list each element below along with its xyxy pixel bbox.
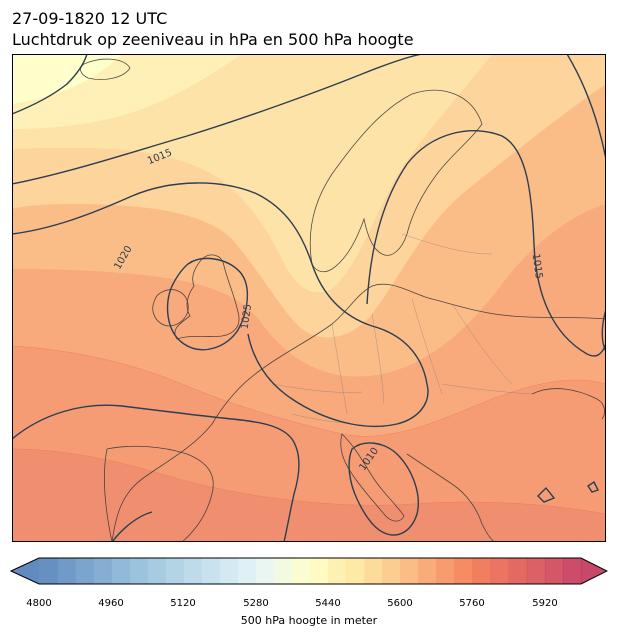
land-outlines <box>80 58 606 542</box>
colorbar-segment <box>436 558 455 584</box>
colorbar-segment <box>39 558 58 584</box>
isobar-small-2 <box>587 480 599 493</box>
colorbar-segment <box>328 558 347 584</box>
great-britain <box>174 254 240 340</box>
isobar-1020 <box>12 182 429 428</box>
height-band-5760 <box>12 54 122 104</box>
height-band-5680 <box>12 54 492 293</box>
colorbar-tick: 4960 <box>98 598 124 609</box>
colorbar-segment <box>219 558 239 584</box>
colorbar <box>10 557 608 585</box>
colorbar-segment <box>93 558 112 584</box>
colorbar-outline <box>10 557 608 585</box>
colorbar-segment <box>472 558 492 584</box>
isobar-label-1015-east: 1015 <box>530 253 544 280</box>
isobars <box>12 54 606 542</box>
colorbar-segment <box>508 558 528 584</box>
colorbar-segment <box>237 558 257 584</box>
isobar-1015-east <box>366 130 606 357</box>
colorbar-segment <box>346 558 365 584</box>
isobar-south-west <box>111 511 153 542</box>
colorbar-segment <box>382 558 401 584</box>
pressure-map: 1015 1020 1025 1015 1010 <box>12 54 606 542</box>
colorbar-segment <box>201 558 221 584</box>
colorbar-tick: 5440 <box>315 598 341 609</box>
colorbar-extend-high <box>581 558 607 584</box>
colorbar-segment <box>129 558 148 584</box>
colorbar-tick: 5120 <box>170 598 196 609</box>
colorbar-segment <box>147 558 166 584</box>
ireland <box>152 289 189 327</box>
colorbar-segment <box>418 558 437 584</box>
iceland <box>80 58 131 80</box>
colorbar-segment <box>526 558 546 584</box>
black-sea-coast <box>531 388 605 420</box>
colorbar-segment <box>454 558 473 584</box>
isobar-1010 <box>348 442 419 536</box>
isobar-1015-north <box>12 54 423 185</box>
colorbar-segment <box>310 558 329 584</box>
colorbar-segment <box>490 558 510 584</box>
colorbar-tick: 5280 <box>243 598 269 609</box>
colorbar-segment <box>544 558 564 584</box>
scandinavia <box>309 90 483 273</box>
colorbar-segment <box>111 558 130 584</box>
balkans-coast <box>406 453 497 542</box>
isobar-1020-south <box>12 404 300 542</box>
isobar-north-east <box>566 54 606 160</box>
colorbar-tick: 5920 <box>532 598 558 609</box>
isobar-small-1 <box>537 486 556 503</box>
colorbar-extend-low <box>11 558 39 584</box>
colorbar-segment <box>57 558 76 584</box>
colorbar-segment <box>364 558 383 584</box>
colorbar-segment <box>400 558 419 584</box>
colorbar-segment <box>255 558 275 584</box>
colorbar-tick: 4800 <box>26 598 52 609</box>
isobar-1025 <box>166 257 249 351</box>
country-borders <box>271 233 533 425</box>
colorbar-segment <box>183 558 202 584</box>
colorbar-segment <box>562 558 582 584</box>
isobar-label-1025: 1025 <box>240 303 254 330</box>
colorbar-segment <box>165 558 184 584</box>
italy <box>340 433 405 522</box>
colorbar-segment <box>75 558 94 584</box>
colorbar-segment <box>291 558 311 584</box>
iberia <box>103 445 214 542</box>
colorbar-label: 500 hPa hoogte in meter <box>240 614 378 627</box>
colorbar-tick: 5760 <box>459 598 485 609</box>
colorbar-segment <box>273 558 293 584</box>
map-title: Luchtdruk op zeeniveau in hPa en 500 hPa… <box>12 30 414 49</box>
map-timestamp: 27-09-1820 12 UTC <box>12 9 168 28</box>
colorbar-tick: 5600 <box>387 598 413 609</box>
isobar-north-west <box>12 54 88 115</box>
